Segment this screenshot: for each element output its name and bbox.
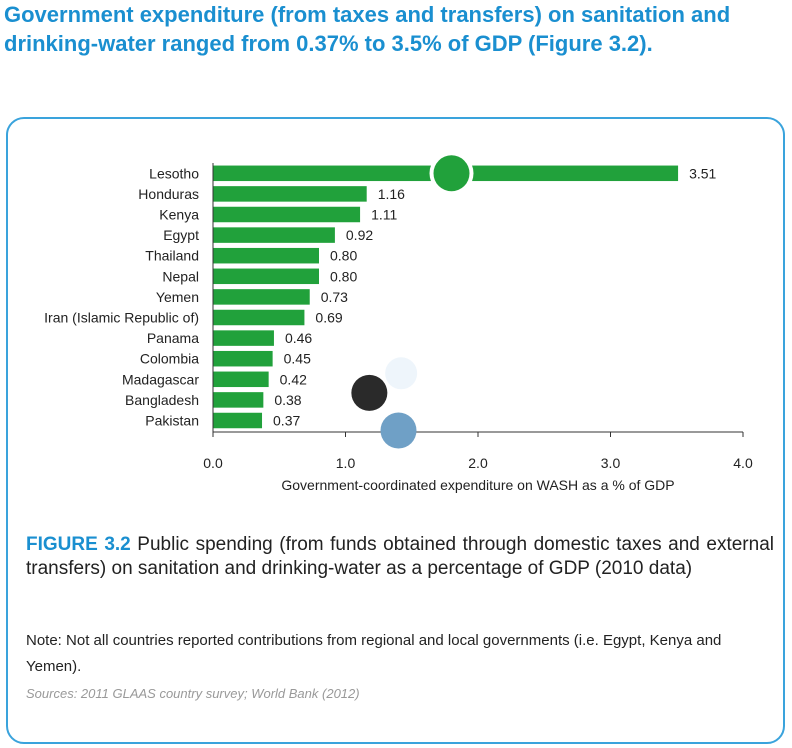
category-label: Thailand [145, 248, 199, 264]
value-label: 3.51 [689, 165, 716, 181]
value-label: 0.42 [280, 371, 307, 387]
category-label: Egypt [163, 227, 199, 243]
bar [213, 206, 361, 223]
category-label: Madagascar [122, 371, 199, 387]
figure-caption: FIGURE 3.2 Public spending (from funds o… [26, 533, 774, 581]
category-label: Nepal [162, 268, 199, 284]
value-label: 0.80 [330, 268, 357, 284]
category-label: Yemen [156, 289, 199, 305]
category-label: Colombia [140, 351, 199, 367]
bar [213, 268, 319, 285]
category-label: Kenya [159, 207, 199, 223]
figure-caption-text: Public spending (from funds obtained thr… [26, 534, 774, 579]
bar [213, 330, 274, 346]
value-label: 0.38 [274, 392, 301, 408]
value-label: 1.11 [371, 207, 397, 223]
value-label: 0.69 [315, 310, 342, 326]
category-label: Lesotho [149, 165, 199, 181]
x-tick-label: 0.0 [203, 455, 223, 471]
value-label: 0.46 [285, 330, 312, 346]
bar [213, 350, 273, 367]
x-tick-label: 2.0 [468, 455, 488, 471]
bar-chart: Lesotho 3.51 Honduras 1.16 Kenya 1.11 Egypt 0.9… [44, 155, 753, 493]
value-label: 0.92 [346, 227, 373, 243]
x-axis-label: Government-coordinated expenditure on WA… [281, 477, 674, 493]
bar [213, 186, 367, 202]
category-label: Pakistan [145, 413, 199, 429]
bar [213, 289, 310, 305]
value-label: 0.37 [273, 413, 300, 429]
figure-label: FIGURE 3.2 [26, 534, 131, 555]
value-label: 1.16 [378, 186, 405, 202]
footnote: Note: Not all countries reported contrib… [26, 632, 722, 675]
sources: Sources: 2011 GLAAS country survey; Worl… [26, 686, 360, 701]
bar [213, 247, 319, 264]
bar [213, 309, 305, 326]
bar [213, 412, 263, 429]
category-label: Panama [147, 330, 199, 346]
value-label: 0.45 [284, 351, 311, 367]
category-label: Bangladesh [125, 392, 199, 408]
x-tick-label: 4.0 [733, 455, 753, 471]
blue-dot [380, 412, 417, 449]
green-dot [433, 155, 470, 192]
bar [213, 371, 269, 388]
category-label: Honduras [138, 186, 199, 202]
x-tick-label: 3.0 [601, 455, 621, 471]
x-tick-label: 1.0 [336, 455, 356, 471]
category-label: Iran (Islamic Republic of) [44, 310, 199, 326]
value-label: 0.73 [321, 289, 348, 305]
pale-dot [385, 357, 418, 390]
bar [213, 227, 335, 243]
value-label: 0.80 [330, 248, 357, 264]
dark-dot [351, 374, 388, 411]
bar [213, 392, 264, 408]
headline: Government expenditure (from taxes and t… [4, 2, 731, 56]
